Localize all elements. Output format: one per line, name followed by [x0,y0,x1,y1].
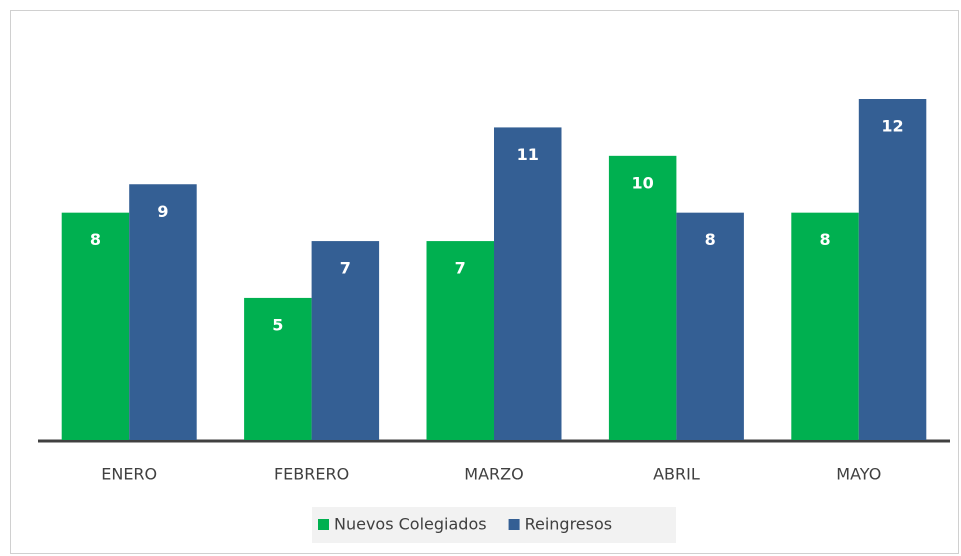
x-tick-label: FEBRERO [274,465,349,484]
bar [311,241,380,440]
legend-box [312,507,676,543]
bar [426,241,494,440]
bar [858,99,927,440]
bar [608,155,677,441]
data-label: 9 [157,202,168,221]
data-label: 11 [517,145,539,164]
bar [129,184,197,440]
bar [676,212,744,440]
bar [791,212,859,440]
x-tick-label: ENERO [101,465,157,484]
data-label: 8 [90,230,101,249]
x-tick-label: MARZO [464,465,523,484]
data-label: 7 [340,259,351,278]
data-label: 8 [819,230,830,249]
data-label: 12 [881,117,903,136]
data-label: 8 [705,230,716,249]
x-tick-label: MAYO [836,465,881,484]
bar [61,212,130,440]
legend-label: Reingresos [525,515,613,534]
bar [244,297,312,440]
legend-label: Nuevos Colegiados [334,515,487,534]
legend-swatch [318,519,329,530]
x-tick-label: ABRIL [653,465,700,484]
data-label: 10 [632,173,654,192]
data-label: 5 [272,315,283,334]
legend-swatch [508,519,520,530]
data-label: 7 [455,259,466,278]
bar [494,127,562,441]
